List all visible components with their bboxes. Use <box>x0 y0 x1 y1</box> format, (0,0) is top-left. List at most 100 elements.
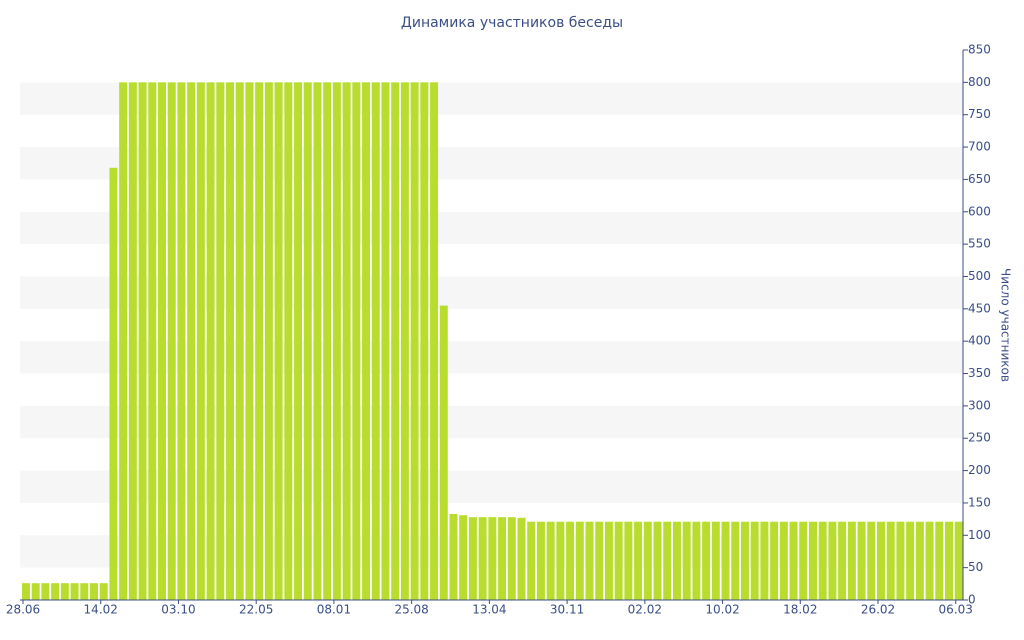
bar <box>138 82 147 600</box>
bar <box>954 521 963 600</box>
grid-band <box>20 82 963 115</box>
bar <box>80 583 89 600</box>
bar <box>915 521 924 600</box>
y-tick-label: 850 <box>968 43 991 57</box>
bar <box>945 521 953 600</box>
bar <box>60 583 69 600</box>
bar <box>264 82 273 600</box>
bar <box>575 521 584 600</box>
bar <box>595 521 604 600</box>
bar <box>177 82 186 600</box>
grid-band <box>20 405 963 439</box>
bar <box>196 82 205 600</box>
bar <box>750 521 759 600</box>
bar <box>284 82 293 600</box>
bar <box>468 517 477 600</box>
bar <box>867 521 876 600</box>
bar <box>546 521 555 600</box>
bar <box>22 583 30 600</box>
grid-band <box>20 211 963 245</box>
bar <box>935 521 944 600</box>
y-tick-label: 200 <box>968 463 991 477</box>
bar <box>770 521 779 600</box>
bar <box>274 82 283 600</box>
x-tick-label: 13.04 <box>472 603 506 617</box>
y-tick-label: 100 <box>968 528 991 542</box>
bar <box>760 521 769 600</box>
chart-title: Динамика участников беседы <box>401 15 623 31</box>
bar <box>216 82 225 600</box>
bar <box>809 521 817 600</box>
bar <box>478 517 487 600</box>
bar <box>430 82 439 600</box>
bar <box>303 82 312 600</box>
bar <box>643 521 652 600</box>
x-tick-label: 14.02 <box>84 603 118 617</box>
bar <box>371 82 380 600</box>
bar <box>731 521 740 600</box>
bar <box>148 82 157 600</box>
y-tick-label: 150 <box>968 495 991 509</box>
bar <box>711 521 720 600</box>
bar <box>517 517 526 600</box>
bar <box>634 521 643 600</box>
y-tick-label: 500 <box>968 269 991 283</box>
bar <box>585 521 594 600</box>
bar <box>672 521 681 600</box>
bar <box>556 521 565 600</box>
y-tick-label: 50 <box>968 560 983 574</box>
bar <box>255 82 264 600</box>
bar <box>119 82 128 600</box>
bar <box>449 513 458 600</box>
bar <box>362 82 371 600</box>
bar <box>906 521 915 600</box>
y-tick-label: 300 <box>968 398 991 412</box>
bar <box>459 515 468 600</box>
bar <box>109 167 118 600</box>
y-tick-label: 650 <box>968 172 991 186</box>
bar <box>847 521 856 600</box>
y-tick-label: 250 <box>968 431 991 445</box>
bar <box>653 521 662 600</box>
grid-band <box>20 341 963 374</box>
bar <box>381 82 390 600</box>
x-tick-label: 25.08 <box>394 603 428 617</box>
bar <box>857 521 866 600</box>
x-tick-label: 06.03 <box>939 603 973 617</box>
bar <box>70 583 79 600</box>
y-tick-label: 600 <box>968 204 991 218</box>
y-tick-label: 0 <box>968 593 976 607</box>
bar <box>31 583 40 600</box>
bar <box>410 82 419 600</box>
bar <box>721 521 730 600</box>
bar <box>226 82 235 600</box>
bar <box>838 521 847 600</box>
bar <box>507 517 516 600</box>
y-tick-label: 350 <box>968 366 991 380</box>
bar <box>527 521 536 600</box>
bar <box>818 521 827 600</box>
bar <box>663 521 672 600</box>
bar <box>828 521 837 600</box>
bar <box>692 521 701 600</box>
y-tick-label: 550 <box>968 237 991 251</box>
bar <box>420 82 429 600</box>
y-tick-label: 800 <box>968 75 991 89</box>
bar <box>332 82 341 600</box>
bar <box>99 583 108 600</box>
bar <box>886 521 895 600</box>
x-tick-label: 02.02 <box>628 603 662 617</box>
x-tick-label: 30.11 <box>550 603 584 617</box>
bar <box>235 82 244 600</box>
y-tick-label: 450 <box>968 301 991 315</box>
x-tick-label: 18.02 <box>783 603 817 617</box>
bar <box>488 517 497 600</box>
y-tick-label: 400 <box>968 334 991 348</box>
bar <box>896 521 905 600</box>
bar <box>206 82 215 600</box>
bar <box>158 82 166 600</box>
bar <box>439 305 448 600</box>
bar <box>323 82 332 600</box>
y-tick-label: 750 <box>968 107 991 121</box>
